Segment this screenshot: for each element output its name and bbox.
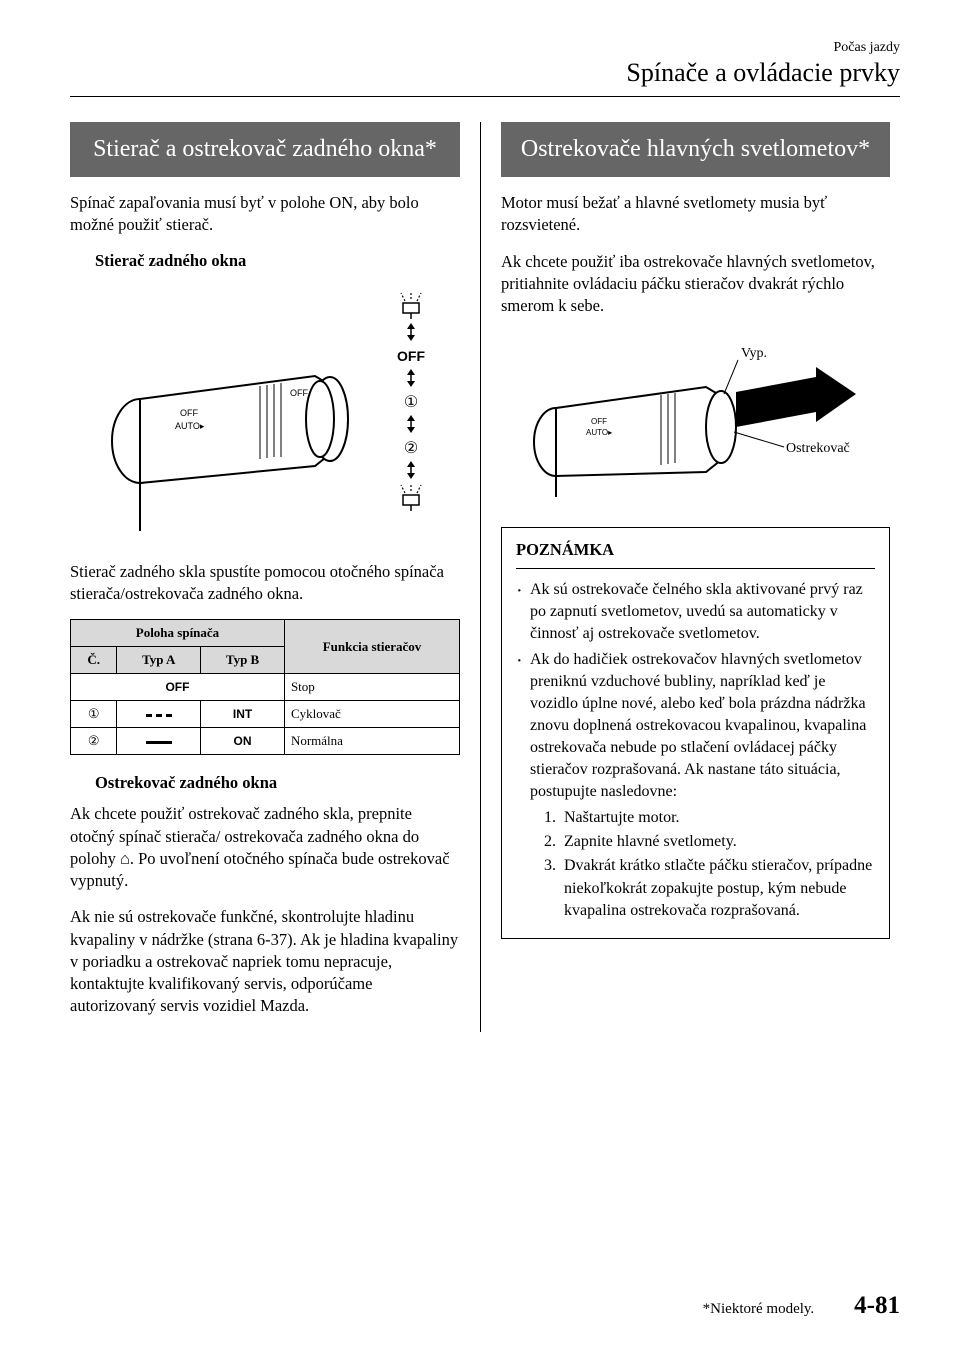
- arrow-icon: [736, 367, 856, 427]
- page-container: Počas jazdy Spínače a ovládacie prvky St…: [0, 0, 960, 1082]
- th-typ-b: Typ B: [201, 647, 285, 674]
- left-intro: Spínač zapaľovania musí byť v polohe ON,…: [70, 192, 460, 237]
- label-ostrekovac: Ostrekovač: [786, 441, 850, 456]
- svg-text:AUTO▸: AUTO▸: [175, 421, 205, 431]
- table-head-row: Poloha spínača Funkcia stieračov: [71, 620, 460, 647]
- solid-icon: [146, 741, 172, 744]
- note-steps: Naštartujte motor. Zapnite hlavné svetlo…: [560, 807, 875, 921]
- left-subheading-1: Stierač zadného okna: [95, 251, 460, 271]
- left-para-2: Ak chcete použiť ostrekovač zadného skla…: [70, 803, 460, 892]
- page-footer: *Niektoré modely. 4-81: [703, 1292, 900, 1320]
- cell-sym: [117, 728, 201, 755]
- cell-func: Cyklovač: [284, 701, 459, 728]
- svg-text:OFF: OFF: [180, 408, 198, 418]
- note-item: Ak sú ostrekovače čelného skla aktivovan…: [516, 579, 875, 645]
- left-column: Stierač a ostrekovač zadného okna* Spína…: [70, 122, 480, 1032]
- cell-int: INT: [201, 701, 285, 728]
- headlight-washer-svg: OFF AUTO▸ Vyp. Ostrekovač: [516, 332, 876, 502]
- left-section-title: Stierač a ostrekovač zadného okna*: [70, 122, 460, 177]
- page-number: 4-81: [854, 1292, 900, 1320]
- table-row: ② ON Normálna: [71, 728, 460, 755]
- left-subheading-2: Ostrekovač zadného okna: [95, 773, 460, 793]
- cell-num: ①: [71, 701, 117, 728]
- cell-func: Stop: [284, 674, 459, 701]
- th-typ-a: Typ A: [117, 647, 201, 674]
- note-list: Ak sú ostrekovače čelného skla aktivovan…: [516, 579, 875, 922]
- svg-text:①: ①: [404, 394, 418, 411]
- th-c: Č.: [71, 647, 117, 674]
- headlight-washer-diagram: OFF AUTO▸ Vyp. Ostrekovač: [501, 332, 890, 507]
- note-step: Naštartujte motor.: [560, 807, 875, 829]
- svg-text:OFF: OFF: [591, 417, 607, 426]
- note-step: Zapnite hlavné svetlomety.: [560, 831, 875, 853]
- svg-text:OFF: OFF: [290, 388, 308, 398]
- header-chapter: Počas jazdy: [70, 40, 900, 56]
- footer-note: *Niektoré modely.: [703, 1301, 815, 1318]
- svg-text:②: ②: [404, 440, 418, 457]
- rear-wiper-svg: OFF AUTO▸ OFF OFF: [85, 281, 445, 541]
- right-column: Ostrekovače hlavných svetlometov* Motor …: [480, 122, 890, 1032]
- left-after-diagram: Stierač zadného skla spustíte pomocou ot…: [70, 561, 460, 606]
- table-row: OFF Stop: [71, 674, 460, 701]
- two-column-layout: Stierač a ostrekovač zadného okna* Spína…: [70, 122, 900, 1032]
- page-header: Počas jazdy Spínače a ovládacie prvky: [70, 40, 900, 97]
- right-intro: Motor musí bežať a hlavné svetlomety mus…: [501, 192, 890, 237]
- label-vyp: Vyp.: [741, 346, 767, 361]
- cell-on: ON: [201, 728, 285, 755]
- left-para-3: Ak nie sú ostrekovače funkčné, skontrolu…: [70, 906, 460, 1017]
- wiper-position-table: Poloha spínača Funkcia stieračov Č. Typ …: [70, 619, 460, 755]
- note-step: Dvakrát krátko stlačte páčku stieračov, …: [560, 855, 875, 921]
- note-box: POZNÁMKA Ak sú ostrekovače čelného skla …: [501, 527, 890, 939]
- table-row: ① INT Cyklovač: [71, 701, 460, 728]
- note-item: Ak do hadičiek ostrekovačov hlavných sve…: [516, 649, 875, 922]
- th-function: Funkcia stieračov: [284, 620, 459, 674]
- right-para-2: Ak chcete použiť iba ostrekovače hlavnýc…: [501, 251, 890, 318]
- cell-off: OFF: [71, 674, 285, 701]
- svg-text:AUTO▸: AUTO▸: [586, 428, 612, 437]
- note-item-text: Ak do hadičiek ostrekovačov hlavných sve…: [530, 651, 866, 800]
- svg-text:OFF: OFF: [397, 348, 425, 364]
- cell-func: Normálna: [284, 728, 459, 755]
- header-section: Spínače a ovládacie prvky: [70, 58, 900, 88]
- th-group: Poloha spínača: [71, 620, 285, 647]
- right-section-title: Ostrekovače hlavných svetlometov*: [501, 122, 890, 177]
- dash-icon: [146, 714, 172, 717]
- cell-sym: [117, 701, 201, 728]
- note-title: POZNÁMKA: [516, 540, 875, 569]
- cell-num: ②: [71, 728, 117, 755]
- rear-wiper-diagram: OFF AUTO▸ OFF OFF: [70, 281, 460, 546]
